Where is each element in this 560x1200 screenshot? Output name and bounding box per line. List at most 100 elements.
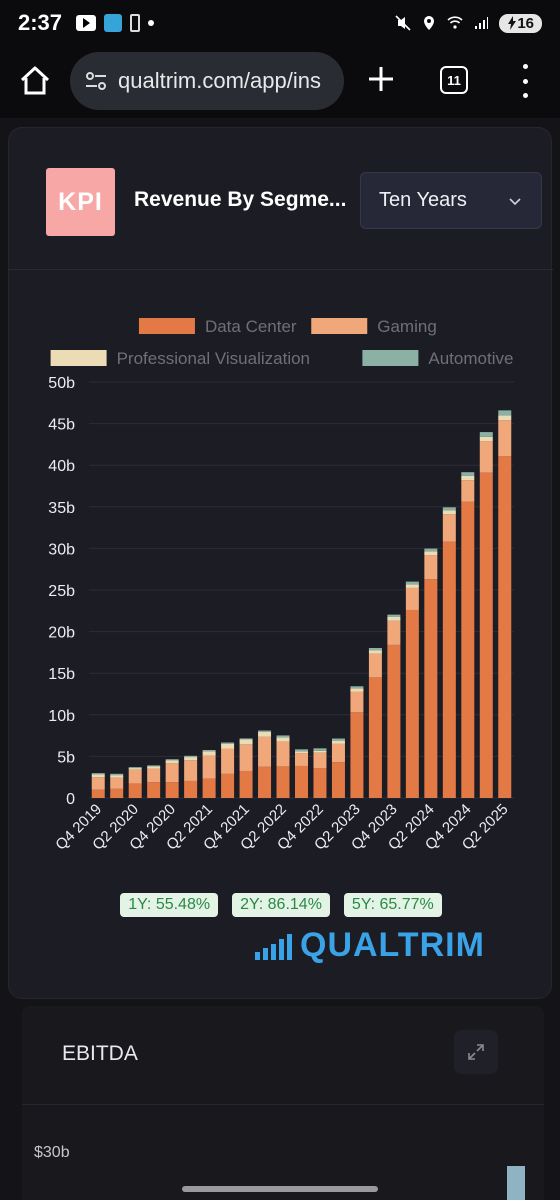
bar-segment <box>498 410 512 416</box>
bar-segment <box>295 765 308 798</box>
gesture-nav-handle[interactable] <box>182 1186 378 1192</box>
more-notifications-dot-icon <box>148 20 155 26</box>
url-text: qualtrim.com/app/ins <box>118 68 321 93</box>
bar-segment <box>461 480 475 502</box>
browser-toolbar: qualtrim.com/app/ins 11 <box>0 46 560 118</box>
y-tick-label: 20b <box>48 625 75 642</box>
battery-indicator: 16 <box>499 13 542 33</box>
home-icon[interactable] <box>18 64 52 98</box>
bar-segment <box>276 741 290 767</box>
y-tick-label: 15b <box>48 666 75 683</box>
legend-swatch <box>50 350 107 366</box>
bar-segment <box>91 774 105 778</box>
bar-segment <box>405 587 419 610</box>
status-time: 2:37 <box>18 10 63 35</box>
y-tick-label: 5b <box>57 749 75 766</box>
fork-icon <box>130 14 141 32</box>
bar-segment <box>368 650 382 654</box>
bar-segment <box>165 760 179 764</box>
ebitda-divider <box>22 1104 544 1105</box>
bar-segment <box>128 769 142 784</box>
y-tick-label: 25b <box>48 583 75 600</box>
bar-segment <box>184 755 198 758</box>
expand-icon <box>468 1044 484 1060</box>
bar-segment <box>387 616 401 621</box>
bar-segment <box>424 551 438 556</box>
bar-segment <box>424 555 438 580</box>
status-bar: 2:37 16 <box>0 0 560 46</box>
bar-segment <box>387 614 401 617</box>
card-header: KPI Revenue By Segme... Ten Years <box>9 128 553 270</box>
legend-swatch <box>138 318 195 334</box>
mute-vibrate-icon <box>395 15 411 31</box>
bar-segment <box>165 759 179 761</box>
brand-bars-icon <box>255 932 292 960</box>
bar-segment <box>331 743 345 763</box>
bar-segment <box>165 763 179 783</box>
bar-segment <box>258 766 272 798</box>
bar-segment <box>202 749 216 752</box>
bar-segment <box>184 757 198 761</box>
kpi-logo: KPI <box>46 168 115 236</box>
bar-segment <box>295 751 308 754</box>
legend-label: Gaming <box>377 317 437 336</box>
bar-segment <box>461 475 475 481</box>
bar-segment <box>350 712 364 798</box>
bar-segment <box>313 768 327 798</box>
y-tick-label: 40b <box>48 458 75 475</box>
bar-segment <box>128 768 142 770</box>
bar-segment <box>405 584 419 588</box>
bar-segment <box>424 579 438 798</box>
ebitda-card: EBITDA $30b <box>22 1006 544 1200</box>
card-title: Revenue By Segme... <box>134 188 347 211</box>
legend-label: Automotive <box>428 349 513 368</box>
bar-segment <box>239 770 253 798</box>
range-select-value: Ten Years <box>379 189 467 211</box>
bar-segment <box>313 748 327 751</box>
bar-segment <box>221 743 235 749</box>
site-settings-icon[interactable] <box>84 71 108 91</box>
bar-segment <box>387 644 401 798</box>
bar-segment <box>202 751 216 756</box>
bar-segment <box>350 688 364 692</box>
bar-segment <box>479 436 493 442</box>
bar-segment <box>313 752 327 769</box>
battery-level: 16 <box>517 14 534 32</box>
bar-segment <box>221 742 235 744</box>
tab-switcher-button[interactable]: 11 <box>440 66 468 94</box>
bar-segment <box>479 441 493 473</box>
legend-swatch <box>311 318 368 334</box>
bar-segment <box>147 766 161 769</box>
expand-button[interactable] <box>454 1030 498 1074</box>
growth-badges: 1Y: 55.48% 2Y: 86.14% 5Y: 65.77% <box>9 893 553 917</box>
bar-segment <box>276 737 290 742</box>
bar-segment <box>147 768 161 783</box>
tab-count: 11 <box>447 72 461 88</box>
chevron-down-icon <box>509 198 521 206</box>
bar-segment <box>221 748 235 774</box>
bar-segment <box>128 783 142 798</box>
bar-segment <box>368 653 382 678</box>
bar-segment <box>276 766 290 798</box>
bar-segment <box>91 773 105 775</box>
bar-segment <box>424 548 438 552</box>
bar-segment <box>405 581 419 585</box>
address-bar[interactable]: qualtrim.com/app/ins <box>70 52 344 110</box>
browser-menu-icon[interactable] <box>515 64 535 98</box>
bar-segment <box>258 736 272 767</box>
new-tab-icon[interactable] <box>366 64 396 94</box>
bar-segment <box>276 735 290 738</box>
growth-badge: 2Y: 86.14% <box>232 893 330 917</box>
range-select[interactable]: Ten Years <box>360 172 542 229</box>
signal-icon <box>475 17 489 29</box>
bar-segment <box>498 420 512 457</box>
location-icon <box>424 16 435 30</box>
bar-segment <box>313 750 327 753</box>
ebitda-bar <box>507 1166 525 1200</box>
bar-segment <box>461 472 475 476</box>
bar-segment <box>387 620 401 645</box>
bar-segment <box>110 773 124 776</box>
bar-segment <box>110 788 124 798</box>
ebitda-title: EBITDA <box>62 1042 138 1065</box>
